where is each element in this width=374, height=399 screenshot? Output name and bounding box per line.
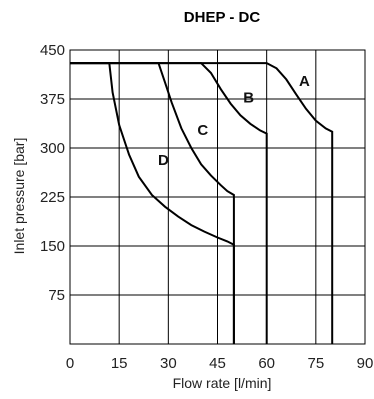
curve-label-b: B — [243, 89, 254, 106]
curve-a — [69, 62, 334, 344]
x-tick-label: 90 — [357, 355, 374, 372]
x-tick-label: 45 — [209, 355, 226, 372]
curve-label-layer: A B C D — [158, 73, 310, 169]
x-tick-label: 60 — [258, 355, 275, 372]
curve-d — [69, 62, 235, 344]
curve-b — [69, 62, 268, 344]
chart-title: DHEP - DC — [184, 9, 261, 26]
x-tick-label: 75 — [307, 355, 324, 372]
y-tick-label: 225 — [40, 189, 65, 206]
x-axis-label: Flow rate [l/min] — [173, 375, 272, 391]
y-axis-label: Inlet pressure [bar] — [11, 138, 27, 255]
curve-layer — [69, 62, 334, 344]
y-tick-label: 300 — [40, 140, 65, 157]
curve-label-c: C — [197, 122, 208, 139]
x-tick-label: 30 — [160, 355, 177, 372]
y-tick-label: 375 — [40, 91, 65, 108]
x-tick-label: 0 — [66, 355, 74, 372]
y-tick-label: 150 — [40, 238, 65, 255]
curve-label-d: D — [158, 152, 169, 169]
y-tick-label: 450 — [40, 42, 65, 59]
curve-c — [69, 62, 235, 344]
y-tick-label: 75 — [48, 287, 65, 304]
curve-label-a: A — [299, 73, 310, 90]
tick-label-layer: 0 15 30 45 60 75 90 450 375 300 225 150 75 — [40, 42, 373, 372]
x-tick-label: 15 — [111, 355, 128, 372]
grid-layer — [69, 49, 366, 345]
